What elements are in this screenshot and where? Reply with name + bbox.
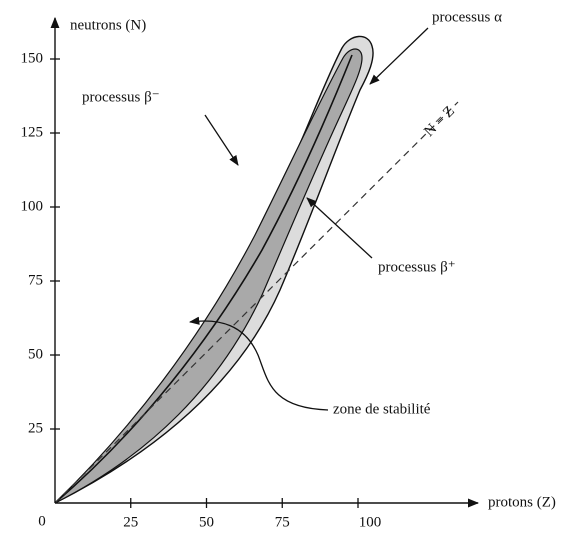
inner-band: [54, 48, 363, 504]
x-tick-label: 100: [359, 514, 382, 530]
stability-pointer: [188, 316, 329, 411]
n-equals-z-label: N = Z: [421, 103, 458, 140]
y-tick-label: 75: [28, 272, 43, 288]
y-tick-label: 125: [21, 124, 44, 140]
y-axis-label: neutrons (N): [70, 17, 146, 33]
x-tick-label: 75: [275, 514, 290, 530]
stability-line: [54, 54, 353, 504]
y-tick-label: 100: [21, 198, 44, 214]
y-tick-label: 150: [21, 50, 44, 66]
stability-label: zone de stabilité: [333, 401, 431, 417]
n-equals-z-line: [54, 101, 459, 504]
beta-plus-arrow: [306, 197, 373, 259]
x-axis-label: protons (Z): [488, 494, 556, 510]
x-tick-label: 25: [123, 514, 138, 530]
origin-label: 0: [38, 513, 46, 529]
alpha-label: processus α: [432, 9, 502, 25]
beta-minus-arrow: [204, 114, 239, 166]
x-tick-label: 50: [199, 514, 214, 530]
y-tick-label: 50: [28, 346, 43, 362]
beta-minus-label: processus β⁻: [82, 89, 160, 105]
beta-plus-label: processus β⁺: [378, 259, 456, 275]
y-tick-label: 25: [28, 420, 43, 436]
alpha-arrow: [369, 27, 429, 85]
